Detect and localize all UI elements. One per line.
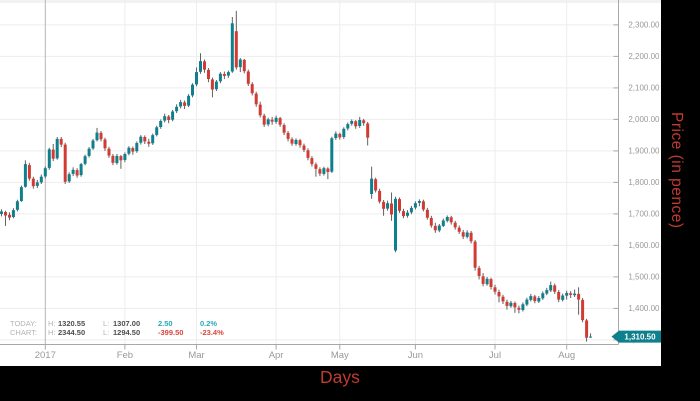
svg-text:Aug: Aug	[558, 350, 575, 361]
svg-text:Jul: Jul	[489, 350, 501, 361]
svg-text:Feb: Feb	[117, 350, 133, 361]
svg-text:2,200.00: 2,200.00	[628, 52, 660, 61]
legend-chart-high-value: 2344.50	[58, 328, 86, 337]
legend-chart-label: CHART:	[10, 328, 37, 337]
svg-text:May: May	[331, 350, 349, 361]
legend-today-low-prefix: L:	[103, 319, 110, 328]
svg-text:2,000.00: 2,000.00	[628, 115, 660, 124]
legend-today-high-prefix: H:	[48, 319, 56, 328]
legend-chart-low-prefix: L:	[103, 328, 110, 337]
svg-text:2017: 2017	[35, 350, 56, 361]
legend-chart-low-value: 1294.50	[113, 328, 141, 337]
legend-chart-high-prefix: H:	[48, 328, 56, 337]
candlestick-chart: 2,300.00 2,200.00 2,100.00 2,000.00 1,900.00…	[0, 0, 661, 361]
svg-text:1,900.00: 1,900.00	[628, 147, 660, 156]
svg-text:2,300.00: 2,300.00	[628, 21, 660, 30]
svg-text:1,700.00: 1,700.00	[628, 210, 660, 219]
legend-chart-change: -399.50	[158, 328, 184, 337]
svg-text:1,800.00: 1,800.00	[628, 178, 660, 187]
y-axis-title: Price (in pence)	[668, 112, 685, 229]
ohlc-legend: TODAY: H: 1320.55 L: 1307.00 2.50 0.2% C…	[10, 319, 240, 337]
svg-text:1,600.00: 1,600.00	[628, 241, 660, 250]
legend-today-change-pct: 0.2%	[200, 319, 218, 328]
svg-text:Mar: Mar	[188, 350, 204, 361]
svg-text:Jun: Jun	[408, 350, 423, 361]
legend-today-change: 2.50	[158, 319, 173, 328]
legend-today-high-value: 1320.55	[58, 319, 86, 328]
top-edge-strip	[0, 0, 661, 3]
svg-text:Apr: Apr	[269, 350, 284, 361]
svg-text:1,310.50: 1,310.50	[624, 332, 656, 341]
x-axis-title: Days	[320, 367, 360, 387]
legend-today-label: TODAY:	[10, 319, 37, 328]
svg-text:1,400.00: 1,400.00	[628, 304, 660, 313]
legend-row-today: TODAY: H: 1320.55 L: 1307.00 2.50 0.2%	[10, 319, 240, 328]
svg-text:1,500.00: 1,500.00	[628, 273, 660, 282]
legend-today-low-value: 1307.00	[113, 319, 141, 328]
chart-plot-area: 2,300.00 2,200.00 2,100.00 2,000.00 1,900.00…	[0, 0, 661, 366]
svg-text:2,100.00: 2,100.00	[628, 84, 660, 93]
legend-row-chart: CHART: H: 2344.50 L: 1294.50 -399.50 -23…	[10, 328, 240, 337]
legend-chart-change-pct: -23.4%	[200, 328, 224, 337]
